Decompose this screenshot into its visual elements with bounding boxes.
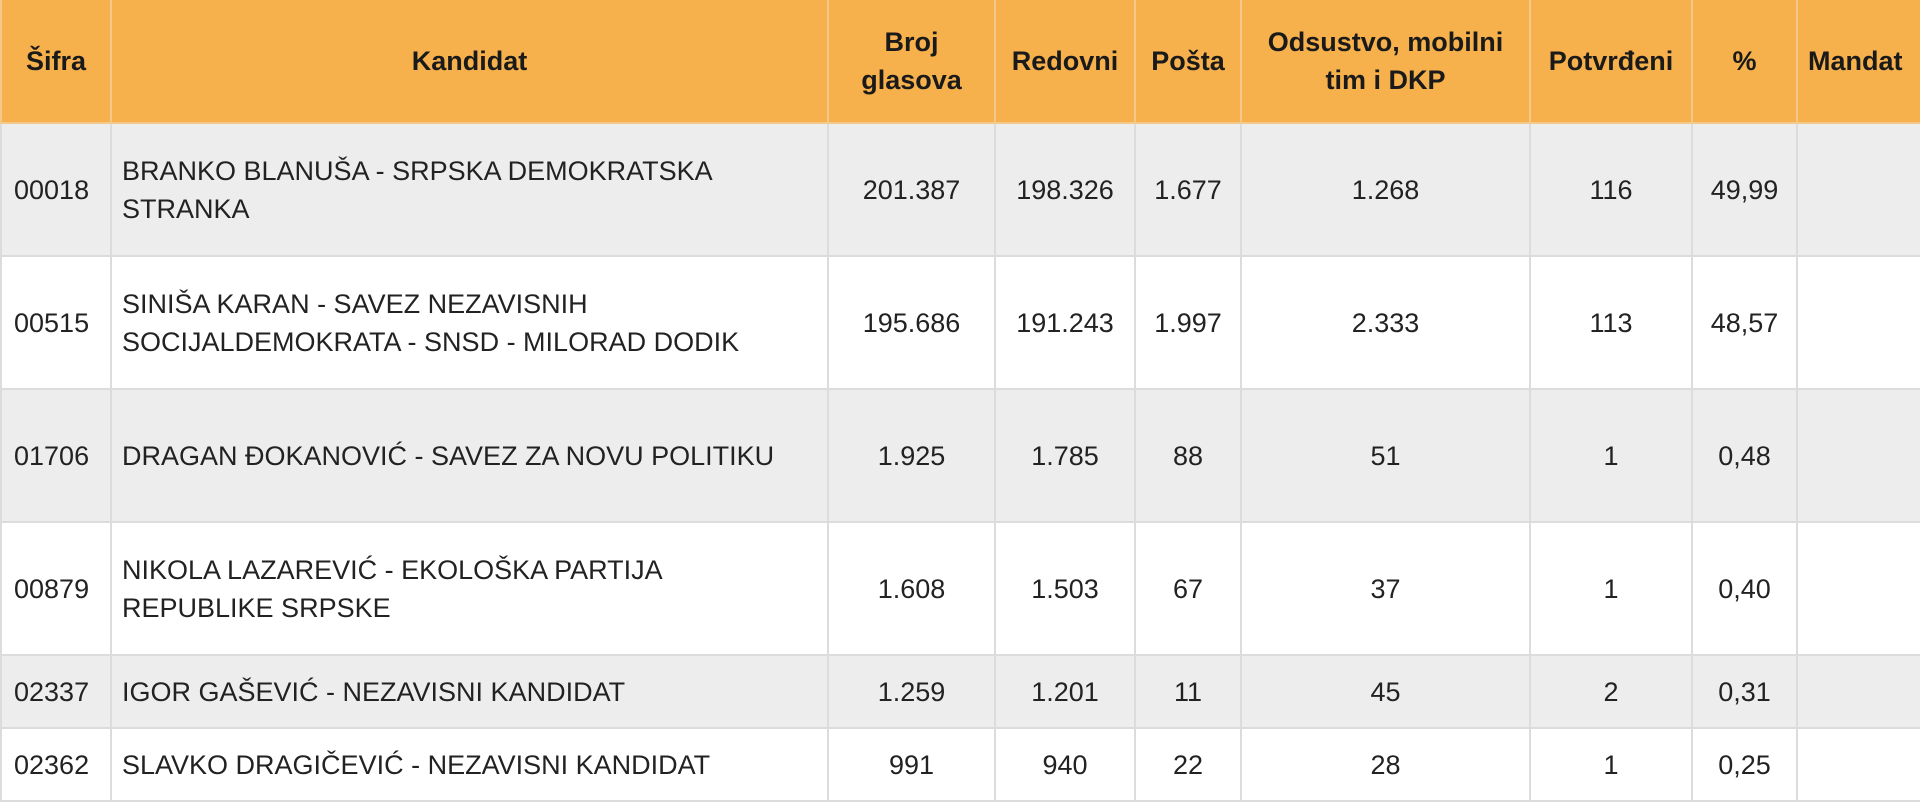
cell-regular: 1.503 xyxy=(994,521,1136,656)
cell-candidate: BRANKO BLANUŠA - SRPSKA DEMOKRATSKA STRA… xyxy=(110,122,829,257)
cell-code: 00018 xyxy=(0,122,112,257)
cell-percent: 0,25 xyxy=(1691,727,1798,802)
cell-candidate: DRAGAN ĐOKANOVIĆ - SAVEZ ZA NOVU POLITIK… xyxy=(110,388,829,523)
cell-regular: 198.326 xyxy=(994,122,1136,257)
cell-regular: 191.243 xyxy=(994,255,1136,390)
cell-confirmed: 1 xyxy=(1529,388,1693,523)
header-confirmed[interactable]: Potvrđeni xyxy=(1529,0,1693,124)
header-candidate[interactable]: Kandidat xyxy=(110,0,829,124)
cell-confirmed: 1 xyxy=(1529,727,1693,802)
table-row: 00879 NIKOLA LAZAREVIĆ - EKOLOŠKA PARTIJA… xyxy=(0,521,1920,656)
cell-code: 02362 xyxy=(0,727,112,802)
table-row: 02362 SLAVKO DRAGIČEVIĆ - NEZAVISNI KANDI… xyxy=(0,727,1920,802)
cell-post: 1.997 xyxy=(1134,255,1242,390)
cell-post: 1.677 xyxy=(1134,122,1242,257)
cell-regular: 1.785 xyxy=(994,388,1136,523)
cell-mandate xyxy=(1796,521,1920,656)
cell-votes: 1.925 xyxy=(827,388,996,523)
cell-votes: 195.686 xyxy=(827,255,996,390)
table-row: 00018 BRANKO BLANUŠA - SRPSKA DEMOKRATSKA… xyxy=(0,122,1920,257)
header-votes[interactable]: Broj glasova xyxy=(827,0,996,124)
cell-absentee: 1.268 xyxy=(1240,122,1531,257)
cell-post: 22 xyxy=(1134,727,1242,802)
cell-post: 88 xyxy=(1134,388,1242,523)
cell-mandate xyxy=(1796,727,1920,802)
table-row: 02337 IGOR GAŠEVIĆ - NEZAVISNI KANDIDAT 1.… xyxy=(0,654,1920,729)
cell-code: 02337 xyxy=(0,654,112,729)
cell-candidate: NIKOLA LAZAREVIĆ - EKOLOŠKA PARTIJA REPU… xyxy=(110,521,829,656)
header-code[interactable]: Šifra xyxy=(0,0,112,124)
cell-votes: 991 xyxy=(827,727,996,802)
cell-code: 01706 xyxy=(0,388,112,523)
cell-confirmed: 116 xyxy=(1529,122,1693,257)
cell-absentee: 45 xyxy=(1240,654,1531,729)
cell-confirmed: 1 xyxy=(1529,521,1693,656)
cell-mandate xyxy=(1796,388,1920,523)
cell-votes: 1.608 xyxy=(827,521,996,656)
cell-post: 67 xyxy=(1134,521,1242,656)
cell-candidate: SINIŠA KARAN - SAVEZ NEZAVISNIH SOCIJALD… xyxy=(110,255,829,390)
cell-code: 00515 xyxy=(0,255,112,390)
cell-absentee: 51 xyxy=(1240,388,1531,523)
cell-percent: 0,31 xyxy=(1691,654,1798,729)
cell-votes: 201.387 xyxy=(827,122,996,257)
cell-post: 11 xyxy=(1134,654,1242,729)
cell-code: 00879 xyxy=(0,521,112,656)
cell-regular: 1.201 xyxy=(994,654,1136,729)
header-post[interactable]: Pošta xyxy=(1134,0,1242,124)
cell-absentee: 2.333 xyxy=(1240,255,1531,390)
cell-candidate: IGOR GAŠEVIĆ - NEZAVISNI KANDIDAT xyxy=(110,654,829,729)
table-row: 00515 SINIŠA KARAN - SAVEZ NEZAVISNIH SOC… xyxy=(0,255,1920,390)
cell-mandate xyxy=(1796,122,1920,257)
cell-mandate xyxy=(1796,255,1920,390)
cell-percent: 49,99 xyxy=(1691,122,1798,257)
cell-absentee: 28 xyxy=(1240,727,1531,802)
cell-confirmed: 113 xyxy=(1529,255,1693,390)
cell-absentee: 37 xyxy=(1240,521,1531,656)
cell-confirmed: 2 xyxy=(1529,654,1693,729)
cell-regular: 940 xyxy=(994,727,1136,802)
header-percent[interactable]: % xyxy=(1691,0,1798,124)
table-row: 01706 DRAGAN ĐOKANOVIĆ - SAVEZ ZA NOVU PO… xyxy=(0,388,1920,523)
cell-percent: 0,40 xyxy=(1691,521,1798,656)
cell-candidate: SLAVKO DRAGIČEVIĆ - NEZAVISNI KANDIDAT xyxy=(110,727,829,802)
header-absentee[interactable]: Odsustvo, mobilni tim i DKP xyxy=(1240,0,1531,124)
cell-percent: 48,57 xyxy=(1691,255,1798,390)
cell-votes: 1.259 xyxy=(827,654,996,729)
cell-percent: 0,48 xyxy=(1691,388,1798,523)
header-row: Šifra Kandidat Broj glasova Redovni Pošt… xyxy=(0,0,1920,124)
header-mandate[interactable]: Mandat xyxy=(1796,0,1920,124)
cell-mandate xyxy=(1796,654,1920,729)
header-regular[interactable]: Redovni xyxy=(994,0,1136,124)
